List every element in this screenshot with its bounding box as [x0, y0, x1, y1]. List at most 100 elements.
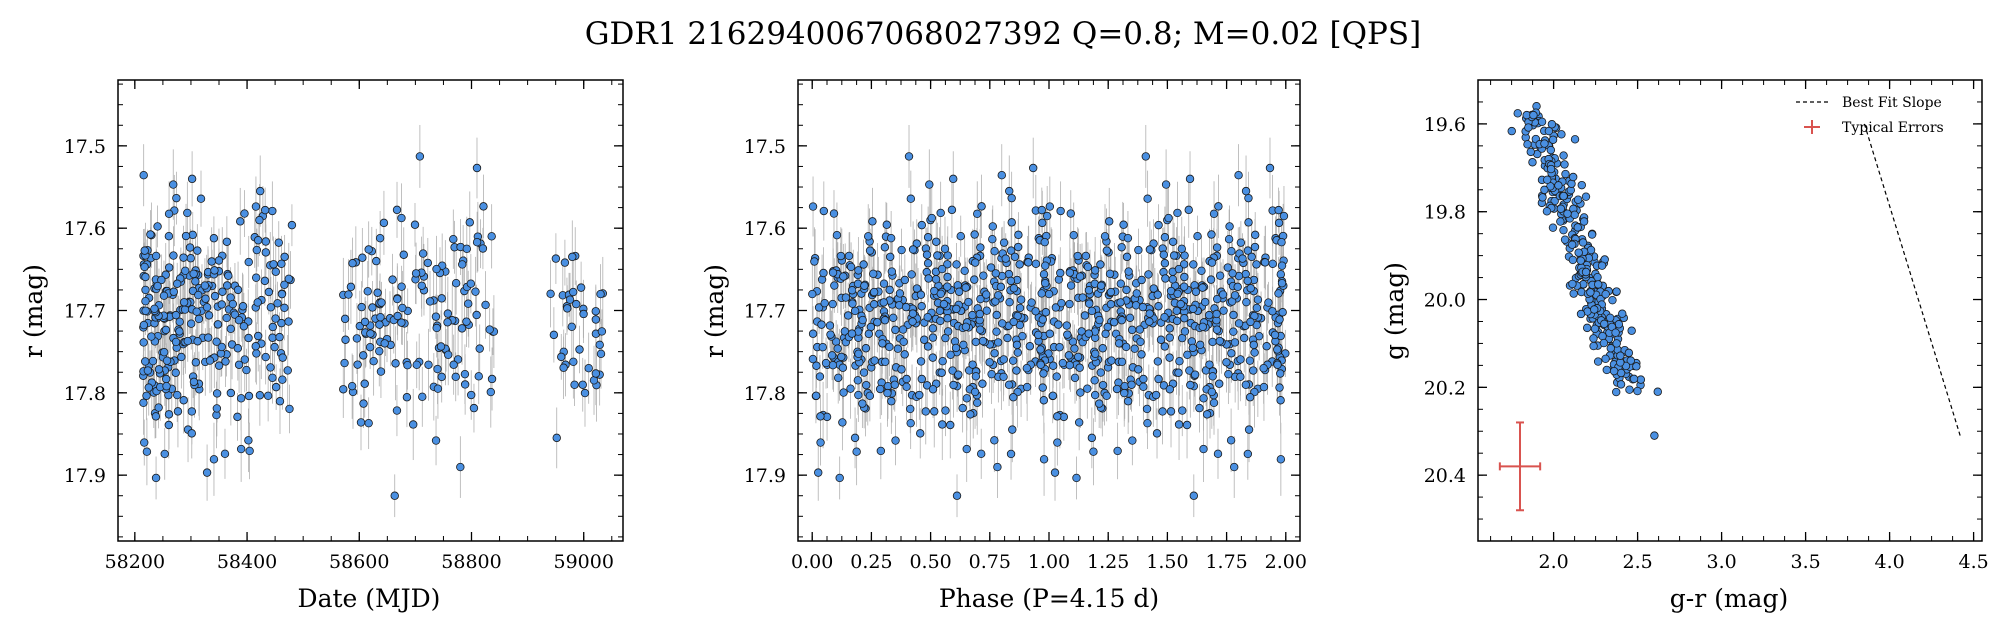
data-point	[1218, 290, 1228, 299]
data-point	[978, 336, 988, 346]
data-point	[1557, 130, 1566, 139]
data-point	[458, 260, 467, 269]
data-point	[819, 268, 828, 278]
data-point	[255, 215, 264, 225]
data-point	[151, 251, 161, 261]
data-point	[1590, 305, 1599, 314]
data-point	[1626, 356, 1636, 365]
data-point	[1605, 313, 1615, 323]
data-point	[212, 389, 222, 398]
data-point	[923, 312, 932, 322]
data-point	[1031, 307, 1040, 316]
data-points	[1507, 102, 1662, 440]
figure-title: GDR1 2162940067068027392 Q=0.8; M=0.02 […	[585, 16, 1421, 52]
data-point	[183, 208, 192, 218]
data-point	[1556, 217, 1565, 226]
data-point	[998, 319, 1007, 328]
data-point	[1153, 357, 1163, 366]
data-point	[1156, 335, 1166, 344]
data-point	[1609, 366, 1619, 376]
data-point	[460, 380, 470, 389]
data-point	[887, 397, 896, 406]
data-point	[1578, 238, 1588, 247]
data-point	[818, 342, 827, 352]
data-point	[410, 220, 420, 229]
y-tick-label: 17.9	[64, 465, 106, 487]
data-point	[172, 279, 182, 288]
data-point	[1277, 279, 1287, 288]
data-point	[1567, 240, 1577, 249]
data-point	[1096, 281, 1106, 290]
data-point	[171, 337, 181, 347]
data-point	[1540, 139, 1549, 148]
data-point	[1205, 360, 1214, 369]
data-point	[943, 282, 952, 291]
data-point	[1009, 284, 1019, 293]
data-point	[938, 357, 947, 366]
x-tick-label: 1.00	[1028, 551, 1070, 573]
data-point	[1215, 271, 1225, 280]
data-point	[169, 251, 178, 260]
data-point	[185, 243, 195, 252]
data-point	[1270, 330, 1280, 340]
cmd-legend: Best Fit Slope Typical Errors	[1796, 95, 1944, 136]
data-point	[982, 306, 991, 315]
data-point	[928, 333, 938, 342]
data-point	[908, 245, 918, 254]
data-point	[481, 300, 490, 310]
data-point	[212, 337, 221, 346]
data-point	[285, 404, 294, 414]
data-point	[191, 358, 201, 367]
data-point	[268, 322, 277, 332]
x-tick-label: 1.75	[1205, 551, 1247, 573]
data-point	[1014, 230, 1023, 240]
data-point	[1038, 218, 1047, 228]
data-point	[584, 364, 593, 373]
data-point	[1183, 350, 1192, 360]
data-point	[373, 288, 382, 297]
data-point	[376, 367, 386, 376]
x-tick-label: 3.0	[1706, 551, 1736, 573]
data-point	[1014, 242, 1023, 252]
data-point	[236, 394, 246, 403]
data-point	[359, 351, 368, 360]
data-point	[1112, 384, 1122, 394]
x-tick-label: 2.0	[1538, 551, 1568, 573]
data-point	[159, 291, 169, 300]
data-point	[392, 406, 402, 415]
data-point	[948, 366, 957, 375]
data-point	[1608, 295, 1617, 305]
data-point	[954, 287, 964, 296]
data-point	[1246, 317, 1255, 327]
data-points	[139, 152, 608, 500]
data-point	[962, 444, 971, 454]
data-point	[207, 257, 216, 266]
data-point	[828, 268, 838, 277]
data-point	[1083, 262, 1093, 272]
data-point	[143, 366, 153, 375]
data-point	[999, 238, 1009, 247]
data-point	[816, 412, 825, 421]
data-point	[839, 388, 848, 397]
data-point	[850, 433, 860, 443]
data-point	[1124, 267, 1133, 276]
data-point	[923, 259, 933, 268]
data-point	[433, 384, 443, 393]
data-point	[1003, 333, 1012, 343]
data-point	[287, 220, 297, 230]
data-point	[139, 398, 148, 407]
data-point	[139, 320, 149, 330]
data-point	[1586, 288, 1595, 297]
data-point	[1209, 398, 1219, 407]
data-point	[828, 360, 838, 370]
data-point	[1225, 222, 1234, 231]
data-point	[977, 449, 986, 459]
data-point	[1052, 372, 1061, 381]
data-point	[1559, 225, 1568, 235]
data-point	[1036, 360, 1045, 369]
data-point	[1633, 386, 1642, 396]
data-point	[154, 403, 163, 412]
data-point	[228, 299, 238, 309]
data-point	[1601, 354, 1610, 363]
data-point	[1091, 349, 1100, 359]
